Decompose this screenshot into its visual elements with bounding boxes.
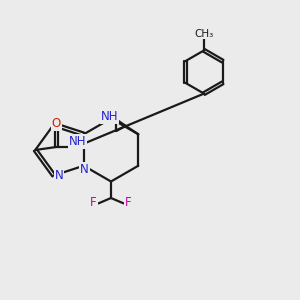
Text: NH: NH xyxy=(68,135,86,148)
Text: CH₃: CH₃ xyxy=(194,28,214,39)
Text: N: N xyxy=(80,163,89,176)
Text: N: N xyxy=(55,169,64,182)
Text: NH: NH xyxy=(101,110,118,123)
Text: F: F xyxy=(90,196,97,209)
Text: F: F xyxy=(125,196,132,209)
Text: O: O xyxy=(52,117,61,130)
